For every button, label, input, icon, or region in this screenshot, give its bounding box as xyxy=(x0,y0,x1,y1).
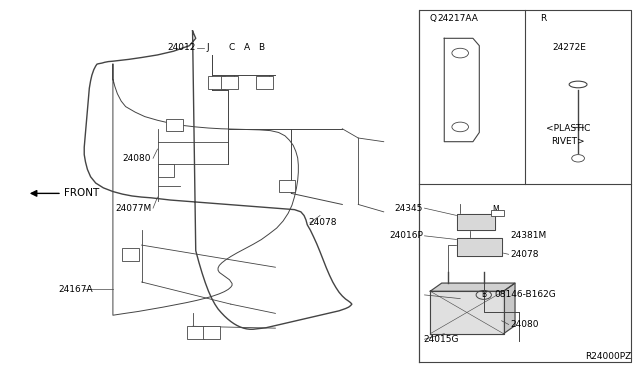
Text: B: B xyxy=(259,43,264,52)
Text: FRONT: FRONT xyxy=(64,188,99,198)
Text: F: F xyxy=(289,185,294,194)
Text: R: R xyxy=(540,13,546,22)
Bar xyxy=(256,76,273,89)
Bar xyxy=(122,248,139,261)
Text: 24080: 24080 xyxy=(510,320,538,329)
Text: 24016P: 24016P xyxy=(389,231,423,240)
Text: M: M xyxy=(492,205,499,215)
Polygon shape xyxy=(504,283,515,334)
Text: Q: Q xyxy=(429,13,436,22)
Text: 24015G: 24015G xyxy=(423,335,459,344)
Text: I: I xyxy=(215,332,218,341)
Bar xyxy=(188,326,204,339)
Text: 24272E: 24272E xyxy=(552,43,586,52)
Text: 24078: 24078 xyxy=(510,250,538,259)
Text: 24217AA: 24217AA xyxy=(437,13,478,22)
Polygon shape xyxy=(430,283,515,291)
Bar xyxy=(209,76,225,89)
Bar xyxy=(204,326,220,339)
Text: <PLASTIC: <PLASTIC xyxy=(546,124,591,133)
Text: 24381M: 24381M xyxy=(510,231,546,240)
Bar xyxy=(491,211,504,216)
Text: A: A xyxy=(244,43,250,52)
Text: Q: Q xyxy=(177,124,183,133)
Text: 24012: 24012 xyxy=(168,43,196,52)
Text: 24080: 24080 xyxy=(123,154,151,163)
Text: H: H xyxy=(197,332,204,341)
Text: R24000PZ: R24000PZ xyxy=(585,352,631,361)
Text: 24345: 24345 xyxy=(395,203,423,213)
Text: J: J xyxy=(207,43,209,52)
Text: 24167A: 24167A xyxy=(59,285,93,294)
Polygon shape xyxy=(457,214,495,230)
Text: K: K xyxy=(231,82,237,91)
Text: 08146-B162G: 08146-B162G xyxy=(494,291,556,299)
Text: C: C xyxy=(229,43,235,52)
Text: 24077M: 24077M xyxy=(115,203,151,213)
Bar xyxy=(221,76,238,89)
Polygon shape xyxy=(457,238,502,256)
Text: K: K xyxy=(218,82,224,91)
Text: 24078: 24078 xyxy=(308,218,337,227)
Bar xyxy=(278,180,295,192)
Text: K: K xyxy=(266,82,272,91)
Bar xyxy=(157,164,174,177)
Text: N: N xyxy=(167,169,173,177)
Text: RIVET>: RIVET> xyxy=(551,137,585,146)
Text: B: B xyxy=(481,291,486,299)
Text: K: K xyxy=(132,251,138,261)
Polygon shape xyxy=(430,291,504,334)
Bar xyxy=(166,119,183,131)
